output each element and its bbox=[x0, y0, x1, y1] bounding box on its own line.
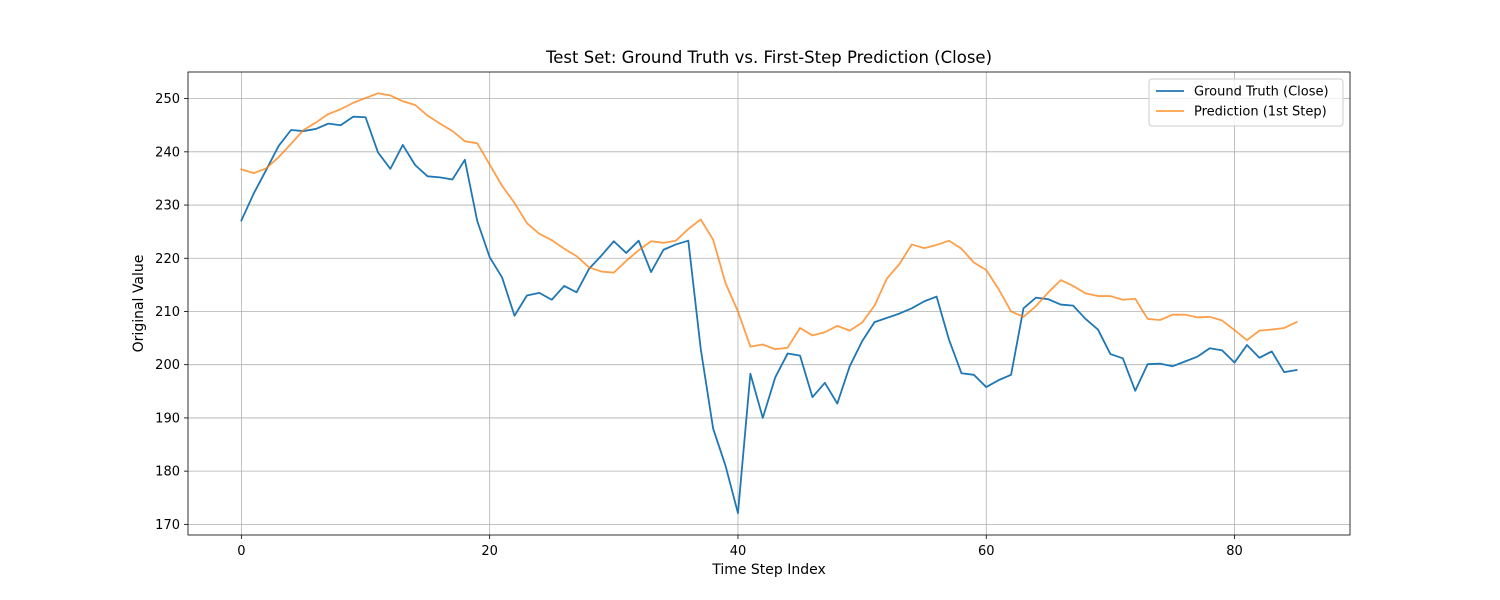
x-tick-label: 40 bbox=[730, 544, 747, 559]
series-line-prediction bbox=[240, 92, 1298, 351]
y-tick-label: 250 bbox=[155, 92, 180, 107]
y-tick-label: 240 bbox=[155, 145, 180, 160]
legend-box bbox=[1148, 78, 1344, 127]
y-tick-label: 190 bbox=[155, 411, 180, 426]
y-axis-label: Original Value bbox=[131, 255, 147, 353]
legend-label-ground-truth: Ground Truth (Close) bbox=[1194, 85, 1329, 100]
axis-ticks: 0 20 40 60 80 170 180 190 200 210 220 230 240 250 bbox=[155, 92, 1243, 559]
chart-title: Test Set: Ground Truth vs. First-Step Pr… bbox=[545, 48, 992, 67]
x-tick-label: 80 bbox=[1226, 544, 1243, 559]
x-axis-label: Time Step Index bbox=[711, 562, 826, 578]
series-lines bbox=[240, 92, 1298, 515]
legend: Ground Truth (Close) Prediction (1st Step… bbox=[1148, 78, 1344, 127]
grid-lines bbox=[188, 72, 1350, 535]
y-tick-label: 230 bbox=[155, 199, 180, 214]
legend-label-prediction: Prediction (1st Step) bbox=[1194, 105, 1327, 120]
series-line-ground-truth bbox=[240, 115, 1298, 515]
y-tick-label: 170 bbox=[155, 518, 180, 533]
y-tick-label: 210 bbox=[155, 305, 180, 320]
y-tick-label: 200 bbox=[155, 358, 180, 373]
y-tick-label: 180 bbox=[155, 465, 180, 480]
y-tick-label: 220 bbox=[155, 252, 180, 267]
x-tick-label: 60 bbox=[978, 544, 995, 559]
x-tick-label: 20 bbox=[481, 544, 498, 559]
x-tick-label: 0 bbox=[237, 544, 245, 559]
plot-area-frame bbox=[187, 71, 1351, 536]
